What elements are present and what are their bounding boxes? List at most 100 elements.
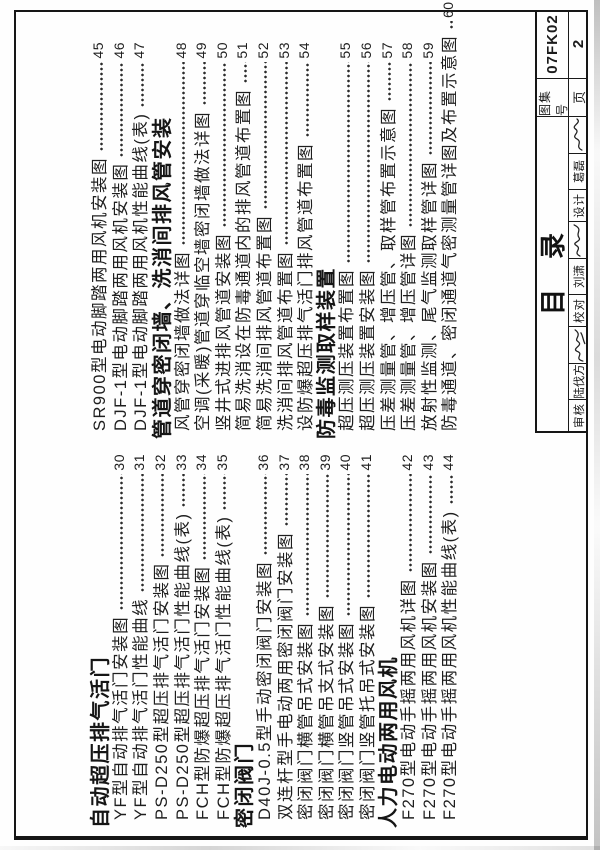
title-bar-left-section: 目录 审核 陆伐方 校对 刘潇 设计 葛磊 xyxy=(537,117,588,431)
signature-scribble-icon xyxy=(573,224,581,257)
toc-page-number: 46 xyxy=(110,42,127,59)
toc-page-number: 54 xyxy=(296,42,313,59)
toc-entry: 压差测量管、增压管详图 58 xyxy=(397,42,418,439)
dot-leader xyxy=(366,61,372,263)
dot-leader xyxy=(119,61,125,157)
signature-row: 审核 陆伐方 校对 刘潇 设计 葛磊 xyxy=(568,117,588,431)
toc-section-header: 自动超压排气活门 xyxy=(88,454,112,828)
toc-page-number: 55 xyxy=(337,42,354,59)
toc-page-number: 42 xyxy=(399,454,416,471)
dot-leader xyxy=(366,473,372,598)
toc-column-right: SR900型电动脚踏两用风机安装图 45 DJF-1型电动脚踏两用风机安装图 46 DJ… xyxy=(88,1,460,440)
toc-entry: 密闭阀门横管吊支式安装图 39 xyxy=(315,454,336,828)
toc-entry: 竖井式进排风管道安装图 50 xyxy=(212,42,233,439)
dot-leader xyxy=(428,473,434,555)
page-number: 2 xyxy=(570,39,587,49)
dot-leader xyxy=(304,473,310,616)
toc-page-number: 32 xyxy=(152,454,169,471)
toc-page-number: 52 xyxy=(255,42,272,59)
toc-page-number: 59 xyxy=(419,42,436,59)
toc-entry: 简易洗消设在防毒通道内的排风管道布置图 51 xyxy=(232,42,253,439)
dot-leader xyxy=(119,473,125,610)
dot-leader xyxy=(98,61,104,152)
toc-page-number: 57 xyxy=(378,42,395,59)
toc-page-number: 41 xyxy=(358,454,375,471)
dot-leader xyxy=(160,473,166,557)
signature-scribble-icon xyxy=(574,329,586,362)
toc-entry: 风管穿密闭墙做法详图 48 xyxy=(170,42,192,439)
dot-leader xyxy=(345,61,351,263)
toc-column-left: 自动超压排气活门 YF型自动排气活门安装图 30 YF型自动排气活门性能曲线 31 PS-… xyxy=(88,454,460,828)
toc-entry: 压差测量管、增压管、取样管布置示意图 57 xyxy=(376,42,398,439)
toc-entry: F270型电动手摇两用风机详图 42 xyxy=(397,454,418,828)
dot-leader xyxy=(448,473,454,505)
toc-entry: 洗消间排风管道布置图 53 xyxy=(273,42,295,439)
dot-leader xyxy=(222,61,228,227)
toc-entry: YF型自动排气活门安装图 30 xyxy=(109,454,130,828)
toc-entry: YF型自动排气活门性能曲线 31 xyxy=(129,454,150,828)
toc-entry: 超压测压装置安装图 56 xyxy=(356,42,377,439)
dot-leader xyxy=(407,61,413,227)
title-bar: 目录 审核 陆伐方 校对 刘潇 设计 葛磊 图集号 07FK02 页 2 xyxy=(535,10,588,433)
toc-entry: 双连杆型手电动两用密闭阀门安装图 37 xyxy=(273,454,295,828)
page-label: 页 xyxy=(569,78,588,116)
signature-printed-name: 陆伐方 xyxy=(569,363,588,399)
dot-leader xyxy=(263,61,269,209)
toc-page-number: 31 xyxy=(131,454,148,471)
dot-leader xyxy=(448,21,454,29)
toc-page-number: 45 xyxy=(90,42,107,59)
dot-leader xyxy=(263,473,269,556)
toc-entry: SR900型电动脚踏两用风机安装图 45 xyxy=(88,42,109,439)
toc-page-number: 43 xyxy=(419,454,436,471)
dot-leader xyxy=(428,61,434,155)
signature-printed-name: 葛磊 xyxy=(569,153,588,189)
toc-entry: 防毒通道、密闭通道气密测量管详图及布置示意图 60 xyxy=(438,1,459,439)
handwritten-signature xyxy=(569,117,588,153)
toc-page-number: 58 xyxy=(399,42,416,59)
toc-page-number: 47 xyxy=(131,42,148,59)
signature-scribble-icon xyxy=(573,118,583,151)
toc-entry: D40J-0.5型手动密闭阀门安装图 36 xyxy=(253,454,274,828)
dot-leader xyxy=(304,61,310,137)
toc-entry: FCH型防爆超压排气活门安装图 34 xyxy=(191,454,212,828)
dot-leader xyxy=(180,61,186,245)
dot-leader xyxy=(222,473,228,510)
signature-printed-name: 刘潇 xyxy=(569,258,588,294)
toc-section-header: 人力电动两用风机 xyxy=(376,454,400,828)
toc-page-number: 36 xyxy=(255,454,272,471)
dot-leader xyxy=(325,473,331,598)
toc-page-number: 49 xyxy=(193,42,210,59)
signature-role-label: 设计 xyxy=(569,189,588,221)
toc-entry: PS-D250型超压排气活门安装图 32 xyxy=(150,454,171,828)
toc-entry-text: F270型电动手摇两用风机性能曲线(表) xyxy=(441,510,460,820)
signature-role-label: 校对 xyxy=(569,294,588,326)
toc-page-number: 38 xyxy=(296,454,313,471)
dot-leader xyxy=(283,473,289,526)
toc-entry: 密闭阀门竖管吊式安装图 40 xyxy=(335,454,356,828)
handwritten-signature xyxy=(569,221,588,258)
toc-entry: DJF-1型电动脚踏两用风机安装图 46 xyxy=(109,42,130,439)
dot-leader xyxy=(386,61,392,101)
dot-leader xyxy=(139,61,145,107)
toc-entry: 空调(采暖)管道穿临空墙密闭墙做法详图 49 xyxy=(191,42,212,439)
toc-page-number: 60 xyxy=(440,1,457,18)
signature-role-label: 审核 xyxy=(569,399,588,431)
dot-leader xyxy=(139,473,145,592)
toc-page-number: 35 xyxy=(213,454,230,471)
toc-section-header: 管道穿密闭墙、洗消间排风管安装 xyxy=(150,42,174,440)
toc-page-number: 51 xyxy=(234,42,251,59)
drawing-frame: 自动超压排气活门 YF型自动排气活门安装图 30 YF型自动排气活门性能曲线 31 PS-… xyxy=(14,1,588,840)
dot-leader xyxy=(180,473,186,507)
toc-page-number: 30 xyxy=(110,454,127,471)
atlas-no-label: 图集号 xyxy=(537,78,569,116)
toc-entry: F270型电动手摇两用风机性能曲线(表) 44 xyxy=(438,454,459,828)
dot-leader xyxy=(201,61,207,105)
toc-page-number: 44 xyxy=(440,454,457,471)
toc-section-header: 防毒监测取样装置 xyxy=(315,42,338,439)
dot-leader xyxy=(283,61,289,245)
toc-entry: F270型电动手摇两用风机安装图 43 xyxy=(418,454,439,828)
dot-leader xyxy=(407,473,413,573)
dot-leader xyxy=(201,473,207,560)
atlas-number-stamp: 图集号 07FK02 页 2 xyxy=(537,10,588,117)
